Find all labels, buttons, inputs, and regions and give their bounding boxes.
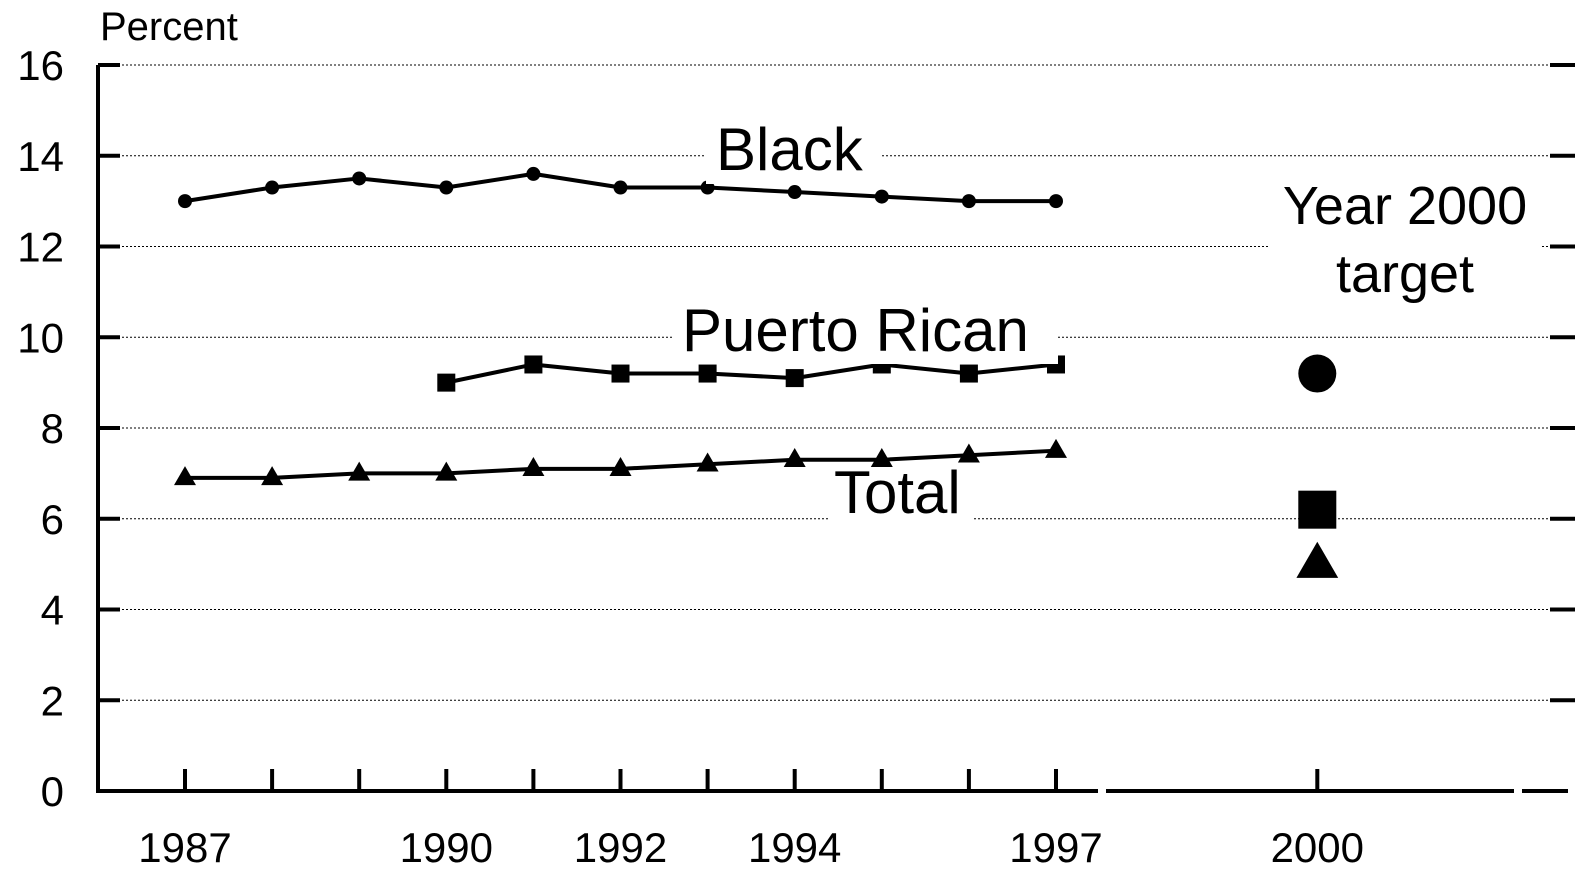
- x-tick-label-1997: 1997: [1009, 824, 1102, 869]
- data-point-1-1991: [524, 355, 543, 374]
- series-label-black: Black: [716, 116, 864, 183]
- target-label-bg: [1270, 176, 1540, 302]
- data-point-2-1997: [1045, 438, 1067, 458]
- data-point-0-1995: [874, 189, 889, 204]
- axis-break-gap-right: [1514, 787, 1522, 796]
- x-axis-ticks: 1987 1990 1992 1994 1997 2000: [138, 769, 1364, 869]
- x-tick-label-1992: 1992: [574, 824, 667, 869]
- axis-break-gap: [1098, 787, 1106, 796]
- target-marker-2: [1296, 541, 1339, 578]
- data-point-1-1994: [785, 369, 804, 388]
- data-point-0-1994: [787, 185, 802, 200]
- data-point-2-1993: [696, 452, 719, 472]
- y-tick-label-8: 8: [41, 405, 64, 452]
- series-label-bg-total: [828, 468, 974, 522]
- data-point-2-1989: [348, 461, 371, 481]
- x-tick-label-2000: 2000: [1271, 824, 1364, 869]
- y-tick-label-4: 4: [41, 587, 64, 634]
- y-axis-label: Percent: [100, 5, 238, 49]
- data-point-2-1992: [609, 457, 632, 477]
- y-tick-label-6: 6: [41, 496, 64, 543]
- data-point-1-1990: [437, 373, 456, 392]
- data-point-1-1996: [959, 364, 978, 383]
- y-tick-label-0: 0: [41, 768, 64, 815]
- series-line-1: [445, 362, 1057, 385]
- data-point-0-1991: [526, 166, 541, 181]
- series-label-bg-black: [706, 124, 880, 184]
- x-tick-label-1994: 1994: [748, 824, 841, 869]
- data-point-2-1987: [174, 466, 196, 486]
- data-point-2-1996: [957, 443, 980, 463]
- data-point-0-1990: [439, 180, 454, 195]
- data-point-2-1991: [522, 457, 545, 477]
- data-point-0-1989: [352, 171, 367, 186]
- data-point-0-1987: [178, 194, 192, 209]
- data-point-2-1990: [435, 461, 458, 481]
- data-point-2-1988: [261, 466, 284, 486]
- series-label-bg-puerto-rican: [672, 306, 1058, 364]
- data-point-0-1992: [613, 180, 628, 195]
- data-point-0-1993: [700, 180, 715, 195]
- y-axis-ticks: 0 2 4 6 8 10 12 14 16: [17, 42, 1575, 815]
- target-label-line1: Year 2000: [1283, 176, 1527, 236]
- series-label-total: Total: [834, 459, 961, 526]
- x-tick-label-1987: 1987: [138, 824, 231, 869]
- year-2000-targets: [1296, 354, 1339, 578]
- y-tick-label-12: 12: [17, 224, 64, 271]
- y-tick-label-16: 16: [17, 42, 64, 89]
- y-tick-label-14: 14: [17, 133, 64, 180]
- data-point-0-1996: [961, 194, 976, 209]
- series-group: [174, 166, 1067, 486]
- data-point-1-1992: [611, 364, 630, 383]
- y-tick-label-10: 10: [17, 314, 64, 361]
- series-label-puerto-rican: Puerto Rican: [682, 297, 1029, 364]
- x-tick-label-1990: 1990: [400, 824, 493, 869]
- target-label-line2: target: [1336, 244, 1474, 304]
- data-point-0-1988: [265, 180, 280, 195]
- y-tick-label-2: 2: [41, 677, 64, 724]
- data-point-1-1993: [698, 364, 717, 383]
- target-marker-0: [1298, 354, 1337, 393]
- target-marker-1: [1298, 490, 1337, 529]
- data-point-2-1994: [783, 447, 806, 467]
- data-point-0-1997: [1049, 194, 1063, 209]
- data-point-2-1995: [870, 447, 893, 467]
